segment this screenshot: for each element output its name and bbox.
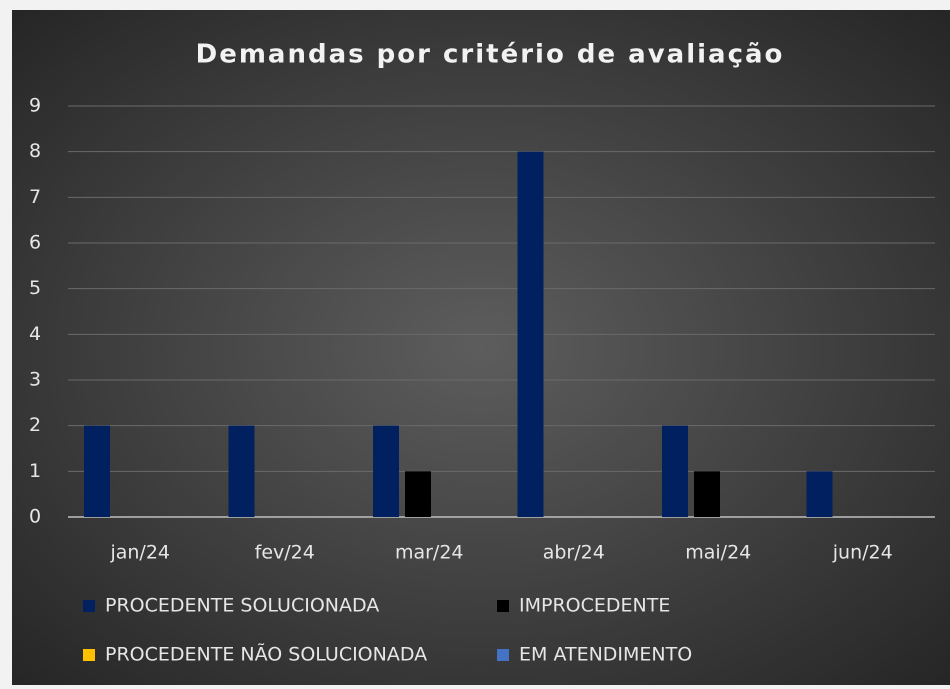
y-tick-label: 2: [29, 414, 41, 436]
y-tick-label: 6: [29, 232, 41, 254]
x-tick-label: jan/24: [109, 542, 170, 564]
bar: [806, 471, 833, 517]
legend-swatch: [83, 649, 95, 661]
y-tick-label: 3: [29, 369, 41, 391]
chart-background: [12, 10, 950, 685]
y-tick-label: 0: [29, 506, 41, 528]
y-tick-label: 7: [29, 186, 41, 208]
y-tick-label: 4: [29, 323, 41, 345]
x-tick-label: mar/24: [395, 542, 464, 564]
bar: [405, 471, 431, 517]
legend-label: PROCEDENTE NÃO SOLUCIONADA: [105, 643, 427, 666]
x-tick-label: abr/24: [543, 542, 605, 564]
bar: [694, 471, 720, 517]
legend-label: IMPROCEDENTE: [519, 595, 670, 617]
y-tick-label: 1: [29, 460, 41, 482]
chart-title: Demandas por critério de avaliação: [196, 40, 785, 70]
x-tick-label: mai/24: [685, 542, 751, 564]
bar: [373, 425, 399, 517]
y-tick-label: 9: [29, 95, 41, 117]
y-tick-label: 8: [29, 140, 41, 162]
legend-label: PROCEDENTE SOLUCIONADA: [105, 595, 379, 617]
y-tick-label: 5: [29, 277, 41, 299]
x-tick-label: fev/24: [255, 542, 315, 564]
legend-label: EM ATENDIMENTO: [519, 644, 692, 666]
bar: [228, 425, 255, 517]
legend-swatch: [497, 649, 509, 661]
bar: [517, 151, 544, 517]
x-tick-label: jun/24: [832, 542, 893, 564]
bar: [84, 425, 110, 517]
legend-swatch: [83, 600, 95, 612]
legend-swatch: [497, 600, 509, 612]
bar: [662, 425, 688, 517]
